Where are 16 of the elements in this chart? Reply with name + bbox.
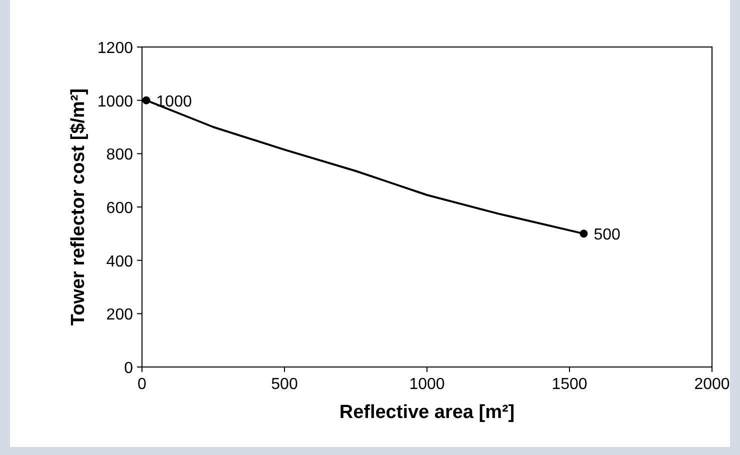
- data-label: 1000: [156, 93, 192, 110]
- y-tick-label: 800: [106, 146, 134, 164]
- x-tick-label: 1000: [409, 376, 445, 393]
- x-tick-label: 2000: [694, 376, 730, 393]
- y-tick-label: 0: [124, 360, 134, 377]
- y-tick-label: 200: [106, 306, 134, 324]
- x-tick-label: 1500: [552, 376, 588, 393]
- y-axis-title: Tower reflector cost [$/m²]: [68, 88, 89, 326]
- y-tick-label: 400: [106, 253, 134, 270]
- x-axis-title: Reflective area [m²]: [339, 402, 515, 423]
- y-tick-label: 1200: [97, 40, 134, 57]
- x-tick-label: 500: [271, 376, 298, 393]
- data-label: 500: [594, 226, 621, 244]
- x-tick-label: 0: [138, 376, 147, 393]
- y-tick-label: 1000: [97, 93, 134, 110]
- y-tick-label: 600: [106, 200, 134, 217]
